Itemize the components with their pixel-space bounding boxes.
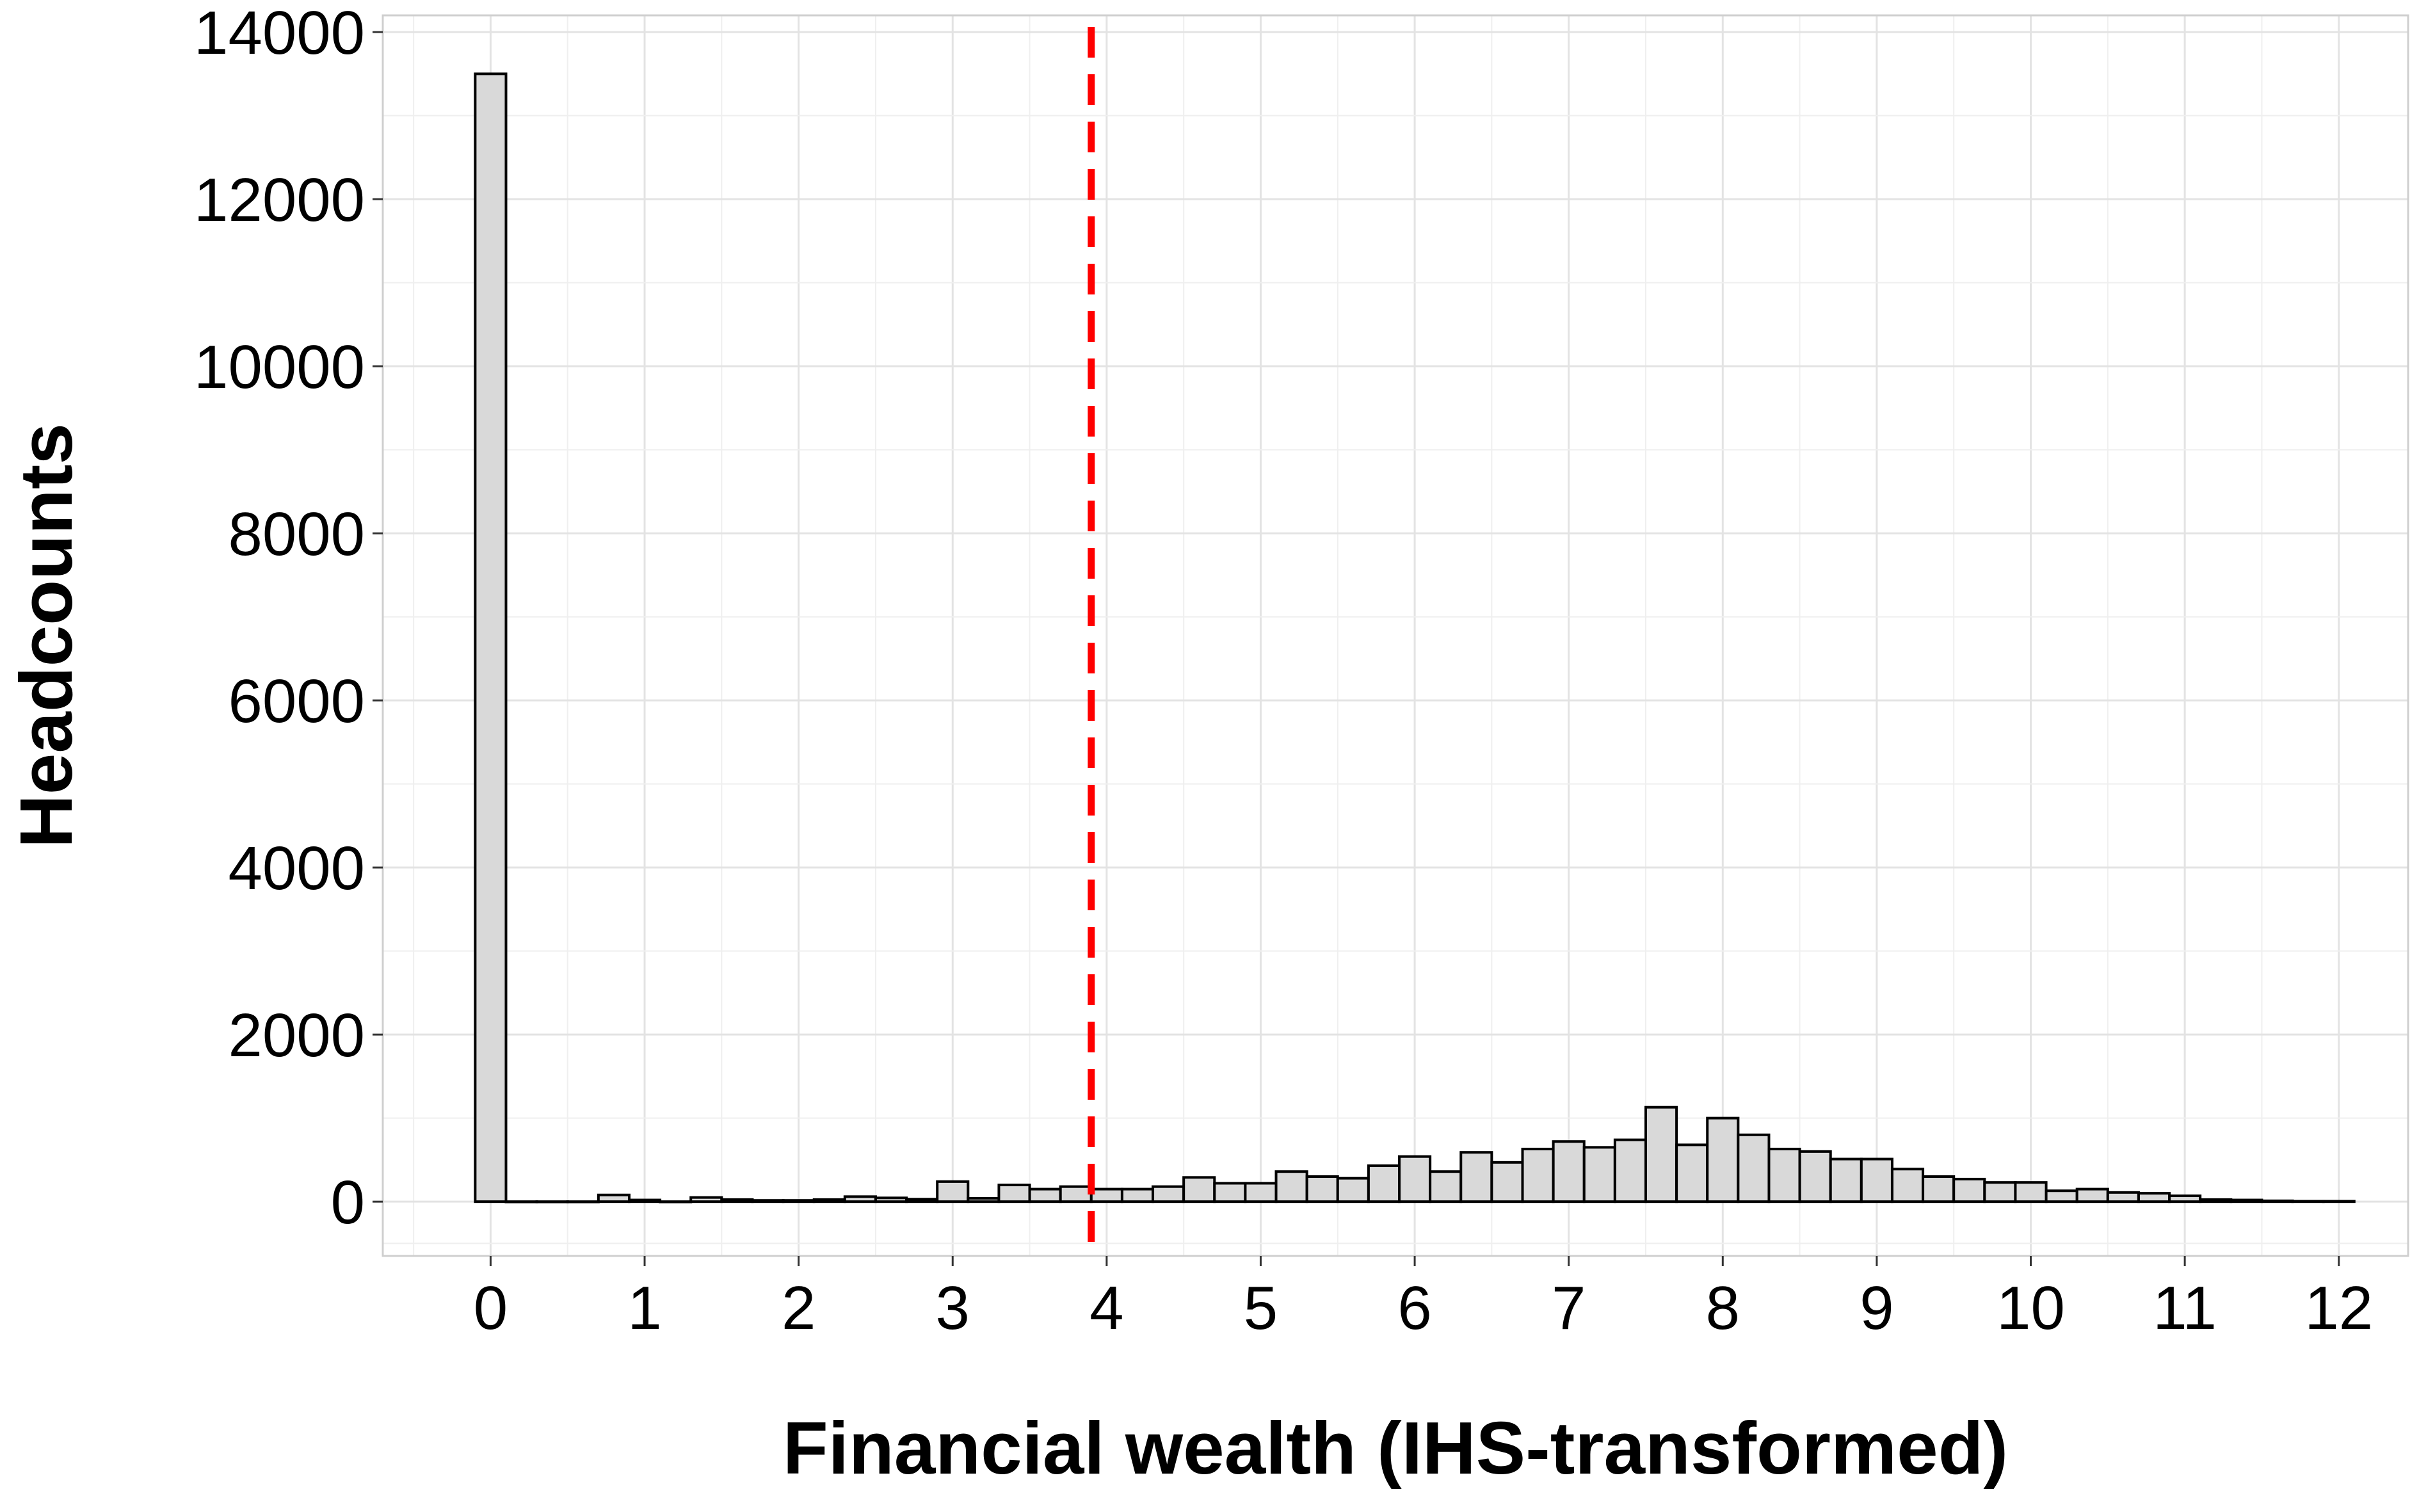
histogram-bar <box>1152 1185 1185 1203</box>
histogram-bar <box>597 1193 631 1203</box>
histogram-bar <box>1582 1146 1616 1203</box>
histogram-bar <box>1521 1147 1555 1203</box>
histogram-bar <box>2045 1189 2078 1203</box>
histogram-bar <box>2260 1199 2294 1203</box>
histogram-bar <box>1890 1168 1925 1203</box>
histogram-bar <box>751 1199 785 1203</box>
histogram-bar <box>720 1198 754 1203</box>
histogram-bar <box>1552 1140 1586 1203</box>
histogram-bar <box>1059 1185 1093 1203</box>
x-tick-label: 7 <box>1552 1274 1586 1342</box>
histogram-bar <box>1398 1155 1432 1203</box>
histogram-bar <box>1213 1182 1247 1203</box>
y-axis-ticks: 0 2000 4000 6000 8000 10000 12000 14000 <box>194 0 383 1237</box>
histogram-bar <box>1336 1177 1370 1203</box>
histogram-bar <box>1490 1161 1524 1203</box>
x-tick-label: 10 <box>1997 1274 2065 1342</box>
histogram-bar <box>1706 1116 1740 1203</box>
histogram-bar <box>1244 1182 1278 1203</box>
x-tick-label: 8 <box>1706 1274 1740 1342</box>
x-tick-label: 4 <box>1089 1274 1123 1342</box>
histogram-bar <box>1922 1175 1956 1203</box>
x-axis-ticks: 0 1 2 3 4 5 6 7 8 9 10 11 12 <box>474 1256 2373 1342</box>
y-tick-label: 2000 <box>228 1001 365 1070</box>
histogram-bar <box>812 1198 846 1203</box>
histogram-bar <box>1952 1177 1986 1203</box>
histogram-bar <box>2199 1198 2233 1203</box>
histogram-bars <box>474 72 2356 1203</box>
histogram-bar <box>874 1196 908 1203</box>
histogram-bar <box>843 1195 877 1203</box>
histogram-bar <box>782 1199 816 1203</box>
x-axis-title: Financial wealth (IHS-transformed) <box>783 1406 2008 1490</box>
histogram-bar <box>1860 1157 1893 1203</box>
y-tick-label: 4000 <box>228 834 365 903</box>
histogram-bar <box>967 1196 1001 1203</box>
y-tick-label: 6000 <box>228 667 365 736</box>
histogram-bar <box>1829 1157 1863 1203</box>
x-tick-label: 3 <box>936 1274 970 1342</box>
histogram-bar <box>1089 1187 1123 1203</box>
histogram-bar <box>1367 1164 1401 1203</box>
y-tick-label: 10000 <box>194 333 365 401</box>
x-tick-label: 2 <box>782 1274 816 1342</box>
x-tick-label: 11 <box>2153 1274 2217 1342</box>
y-tick-label: 0 <box>331 1168 365 1237</box>
histogram-bar <box>474 72 508 1203</box>
y-tick-label: 14000 <box>194 0 365 67</box>
histogram-bar <box>1644 1106 1678 1203</box>
histogram-bar <box>1737 1133 1771 1203</box>
histogram-bar <box>1459 1151 1493 1203</box>
y-tick-label: 12000 <box>194 166 365 234</box>
x-tick-label: 1 <box>627 1274 661 1342</box>
grid-lines <box>383 15 2408 1256</box>
histogram-bar <box>2137 1192 2171 1203</box>
histogram-bar <box>2106 1191 2140 1203</box>
y-axis-title: Headcounts <box>4 423 88 848</box>
histogram-bar <box>1274 1170 1308 1203</box>
plot-panel-border <box>382 14 2409 1257</box>
histogram-bar <box>1120 1187 1155 1203</box>
histogram-bar <box>997 1184 1031 1203</box>
x-tick-label: 5 <box>1244 1274 1278 1342</box>
histogram-bar <box>2014 1181 2048 1203</box>
histogram-bar <box>1305 1175 1339 1203</box>
histogram-bar <box>1028 1187 1062 1203</box>
histogram-bar <box>689 1196 723 1203</box>
histogram-bar <box>2168 1194 2202 1203</box>
histogram-bar <box>1182 1176 1216 1203</box>
histogram-bar <box>1613 1138 1647 1203</box>
histogram-bar <box>627 1198 662 1203</box>
histogram-bar <box>1675 1143 1709 1203</box>
histogram-bar <box>1798 1150 1832 1203</box>
histogram-bar <box>905 1198 939 1203</box>
x-tick-label: 9 <box>1860 1274 1893 1342</box>
histogram-bar <box>2230 1198 2263 1203</box>
x-tick-label: 0 <box>474 1274 508 1342</box>
y-tick-label: 8000 <box>228 500 365 568</box>
histogram-bar <box>936 1180 970 1203</box>
histogram-bar <box>1767 1147 1801 1203</box>
histogram-bar <box>1429 1170 1463 1203</box>
histogram-bar <box>1983 1181 2017 1203</box>
x-tick-label: 12 <box>2304 1274 2373 1342</box>
histogram-bar <box>2075 1187 2109 1203</box>
x-tick-label: 6 <box>1397 1274 1431 1342</box>
